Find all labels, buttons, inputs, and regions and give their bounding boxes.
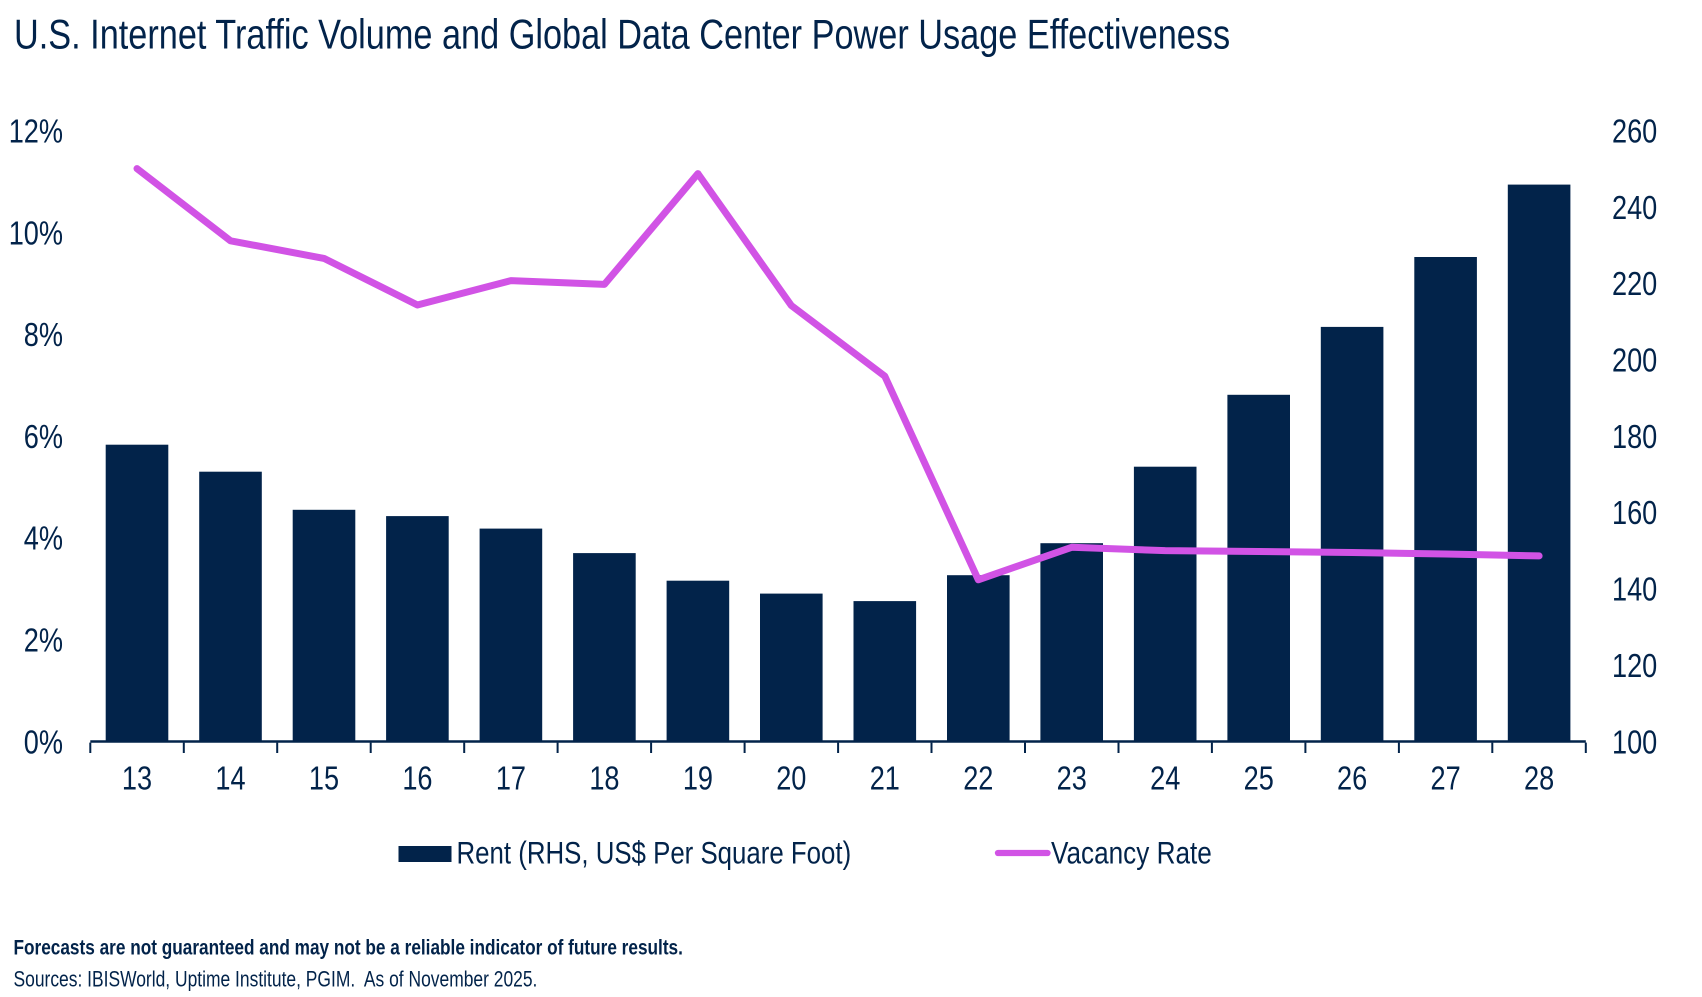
svg-text:16: 16 bbox=[402, 760, 432, 797]
svg-text:20: 20 bbox=[776, 760, 806, 797]
svg-text:28: 28 bbox=[1524, 760, 1554, 797]
svg-text:260: 260 bbox=[1612, 113, 1657, 150]
svg-text:21: 21 bbox=[870, 760, 900, 797]
svg-text:12%: 12% bbox=[9, 113, 63, 150]
svg-text:U.S. Internet Traffic Volume a: U.S. Internet Traffic Volume and Global … bbox=[14, 11, 1230, 58]
svg-text:6%: 6% bbox=[24, 418, 63, 455]
svg-text:Sources: IBISWorld, Uptime Ins: Sources: IBISWorld, Uptime Institute, PG… bbox=[14, 968, 538, 992]
svg-text:25: 25 bbox=[1244, 760, 1274, 797]
svg-text:10%: 10% bbox=[9, 215, 63, 252]
svg-text:18: 18 bbox=[589, 760, 619, 797]
svg-text:8%: 8% bbox=[24, 316, 63, 353]
svg-text:14: 14 bbox=[215, 760, 245, 797]
svg-text:2%: 2% bbox=[24, 622, 63, 659]
svg-text:140: 140 bbox=[1612, 571, 1657, 608]
svg-text:100: 100 bbox=[1612, 724, 1657, 761]
svg-text:17: 17 bbox=[496, 760, 526, 797]
svg-text:180: 180 bbox=[1612, 418, 1657, 455]
svg-text:23: 23 bbox=[1057, 760, 1087, 797]
svg-text:Forecasts are not guaranteed a: Forecasts are not guaranteed and may not… bbox=[14, 937, 683, 960]
svg-text:220: 220 bbox=[1612, 266, 1657, 303]
svg-text:15: 15 bbox=[309, 760, 339, 797]
svg-text:27: 27 bbox=[1431, 760, 1461, 797]
svg-text:200: 200 bbox=[1612, 342, 1657, 379]
svg-text:4%: 4% bbox=[24, 520, 63, 557]
svg-text:13: 13 bbox=[122, 760, 152, 797]
svg-text:22: 22 bbox=[963, 760, 993, 797]
svg-text:Rent (RHS, US$ Per Square Foot: Rent (RHS, US$ Per Square Foot) bbox=[457, 836, 852, 871]
svg-text:24: 24 bbox=[1150, 760, 1180, 797]
svg-text:0%: 0% bbox=[24, 724, 63, 761]
svg-text:Vacancy Rate: Vacancy Rate bbox=[1051, 836, 1212, 871]
svg-text:19: 19 bbox=[683, 760, 713, 797]
svg-text:240: 240 bbox=[1612, 189, 1657, 226]
svg-text:120: 120 bbox=[1612, 647, 1657, 684]
svg-text:26: 26 bbox=[1337, 760, 1367, 797]
svg-text:160: 160 bbox=[1612, 495, 1657, 532]
